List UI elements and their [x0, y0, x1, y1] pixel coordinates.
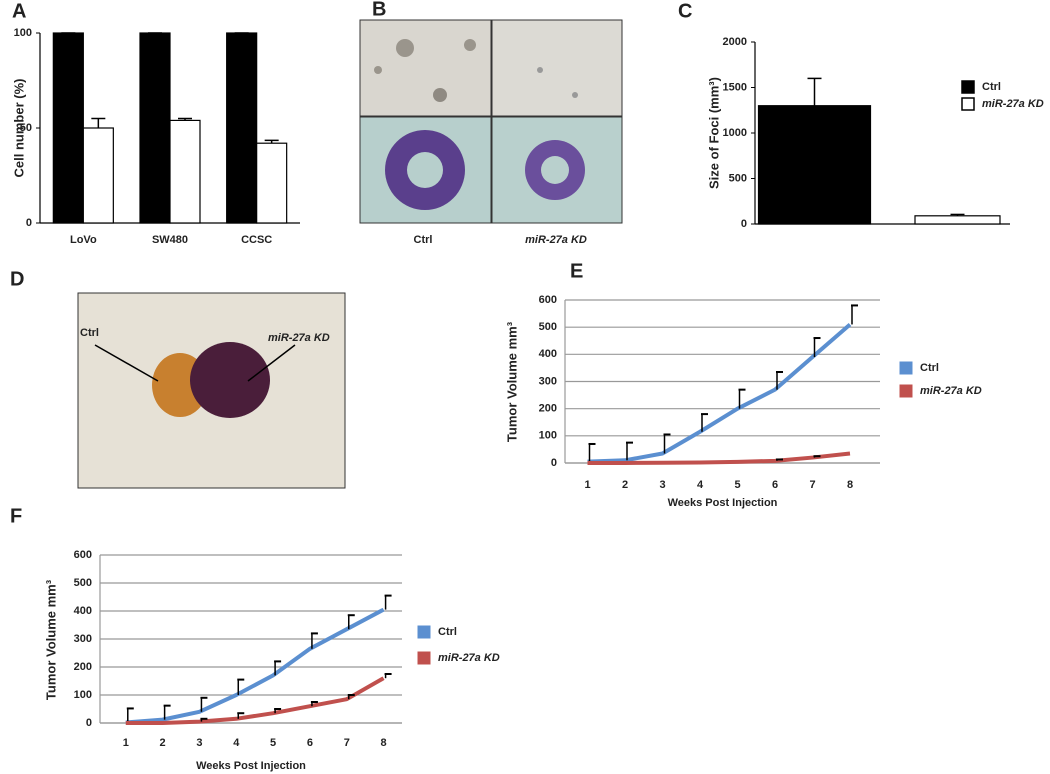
y-tick-label: 0	[741, 218, 747, 230]
y-tick-label: 2000	[723, 36, 747, 48]
bar	[139, 32, 171, 224]
legend-swatch	[961, 80, 975, 94]
micrograph	[359, 19, 492, 117]
cell-cluster	[374, 66, 382, 74]
panel-letter: B	[372, 0, 386, 20]
legend-swatch	[417, 625, 431, 639]
x-tick-label: 5	[270, 737, 276, 749]
x-axis-title: Weeks Post Injection	[668, 497, 778, 509]
lumen	[541, 156, 569, 184]
x-tick-label: 7	[809, 479, 815, 491]
x-tick-label: 3	[659, 479, 665, 491]
bar	[82, 127, 114, 224]
y-tick-label: 100	[14, 27, 32, 39]
bar	[169, 119, 201, 224]
panel-letter: F	[10, 505, 22, 527]
x-tick-label: 4	[697, 479, 704, 491]
arrow	[247, 344, 296, 382]
panel-letter: E	[570, 260, 583, 282]
x-tick-label: 8	[847, 479, 853, 491]
y-axis-title: Tumor Volume mm³	[43, 579, 58, 700]
x-tick-label: 2	[160, 737, 166, 749]
y-tick-label: 500	[539, 321, 557, 333]
cell-cluster	[433, 88, 447, 102]
legend-swatch	[417, 651, 431, 665]
y-tick-label: 0	[551, 457, 557, 469]
cell-cluster	[396, 39, 414, 57]
bar	[226, 32, 258, 224]
y-tick-label: 200	[539, 403, 557, 415]
y-tick-label: 600	[539, 294, 557, 306]
series-line	[587, 451, 851, 465]
x-tick-label: 2	[622, 479, 628, 491]
x-tick-label: 7	[344, 737, 350, 749]
series-line	[587, 322, 852, 464]
x-tick-label: 1	[123, 737, 129, 749]
y-tick-label: 400	[539, 348, 557, 360]
y-tick-label: 1000	[723, 127, 747, 139]
legend-swatch	[899, 361, 913, 375]
x-tick-label: LoVo	[70, 234, 97, 246]
y-tick-label: 100	[539, 430, 557, 442]
y-tick-label: 300	[539, 375, 557, 387]
cell-cluster	[537, 67, 543, 73]
y-tick-label: 0	[26, 217, 32, 229]
panel-d-image	[77, 292, 346, 489]
bar	[52, 32, 84, 224]
bar	[914, 215, 1001, 225]
panel-letter: A	[12, 0, 26, 22]
y-tick-label: 50	[20, 122, 32, 134]
x-tick-label: 4	[233, 737, 240, 749]
y-tick-label: 600	[74, 549, 92, 561]
series-line	[125, 676, 385, 725]
x-tick-label: CCSC	[241, 234, 272, 246]
y-axis-title: Size of Foci (mm³)	[706, 77, 721, 189]
panel-letter: D	[10, 268, 24, 290]
image-label: miR-27a KD	[525, 234, 587, 246]
x-tick-label: 8	[381, 737, 387, 749]
image-label: Ctrl	[80, 327, 99, 339]
tumor	[190, 342, 270, 418]
bar	[757, 105, 872, 225]
y-tick-label: 500	[729, 172, 747, 184]
series-line	[125, 607, 385, 725]
y-axis-title: Tumor Volume mm³	[504, 321, 519, 442]
micrograph	[491, 19, 623, 117]
y-axis-title: Cell number (%)	[11, 79, 26, 178]
x-tick-label: 6	[307, 737, 313, 749]
y-tick-label: 300	[74, 633, 92, 645]
legend-label: miR-27a KD	[438, 652, 500, 664]
arrow	[94, 344, 159, 382]
legend-label: Ctrl	[438, 626, 457, 638]
legend-label: miR-27a KD	[982, 98, 1044, 110]
x-tick-label: 5	[734, 479, 740, 491]
y-tick-label: 1500	[723, 81, 747, 93]
x-tick-label: 1	[584, 479, 590, 491]
cell-cluster	[572, 92, 578, 98]
image-label: miR-27a KD	[268, 332, 330, 344]
y-tick-label: 200	[74, 661, 92, 673]
x-axis-title: Weeks Post Injection	[196, 760, 306, 772]
y-tick-label: 500	[74, 577, 92, 589]
y-tick-label: 0	[86, 717, 92, 729]
lumen	[407, 152, 443, 188]
legend-swatch	[899, 384, 913, 398]
panel-b-images	[359, 19, 623, 224]
x-tick-label: 6	[772, 479, 778, 491]
cell-cluster	[464, 39, 476, 51]
legend-swatch	[961, 97, 975, 111]
bar	[256, 142, 288, 224]
image-label: Ctrl	[414, 234, 433, 246]
x-tick-label: SW480	[152, 234, 188, 246]
y-tick-label: 400	[74, 605, 92, 617]
y-tick-label: 100	[74, 689, 92, 701]
x-tick-label: 3	[196, 737, 202, 749]
legend-label: miR-27a KD	[920, 385, 982, 397]
legend-label: Ctrl	[920, 362, 939, 374]
legend-label: Ctrl	[982, 81, 1001, 93]
panel-letter: C	[678, 0, 692, 22]
